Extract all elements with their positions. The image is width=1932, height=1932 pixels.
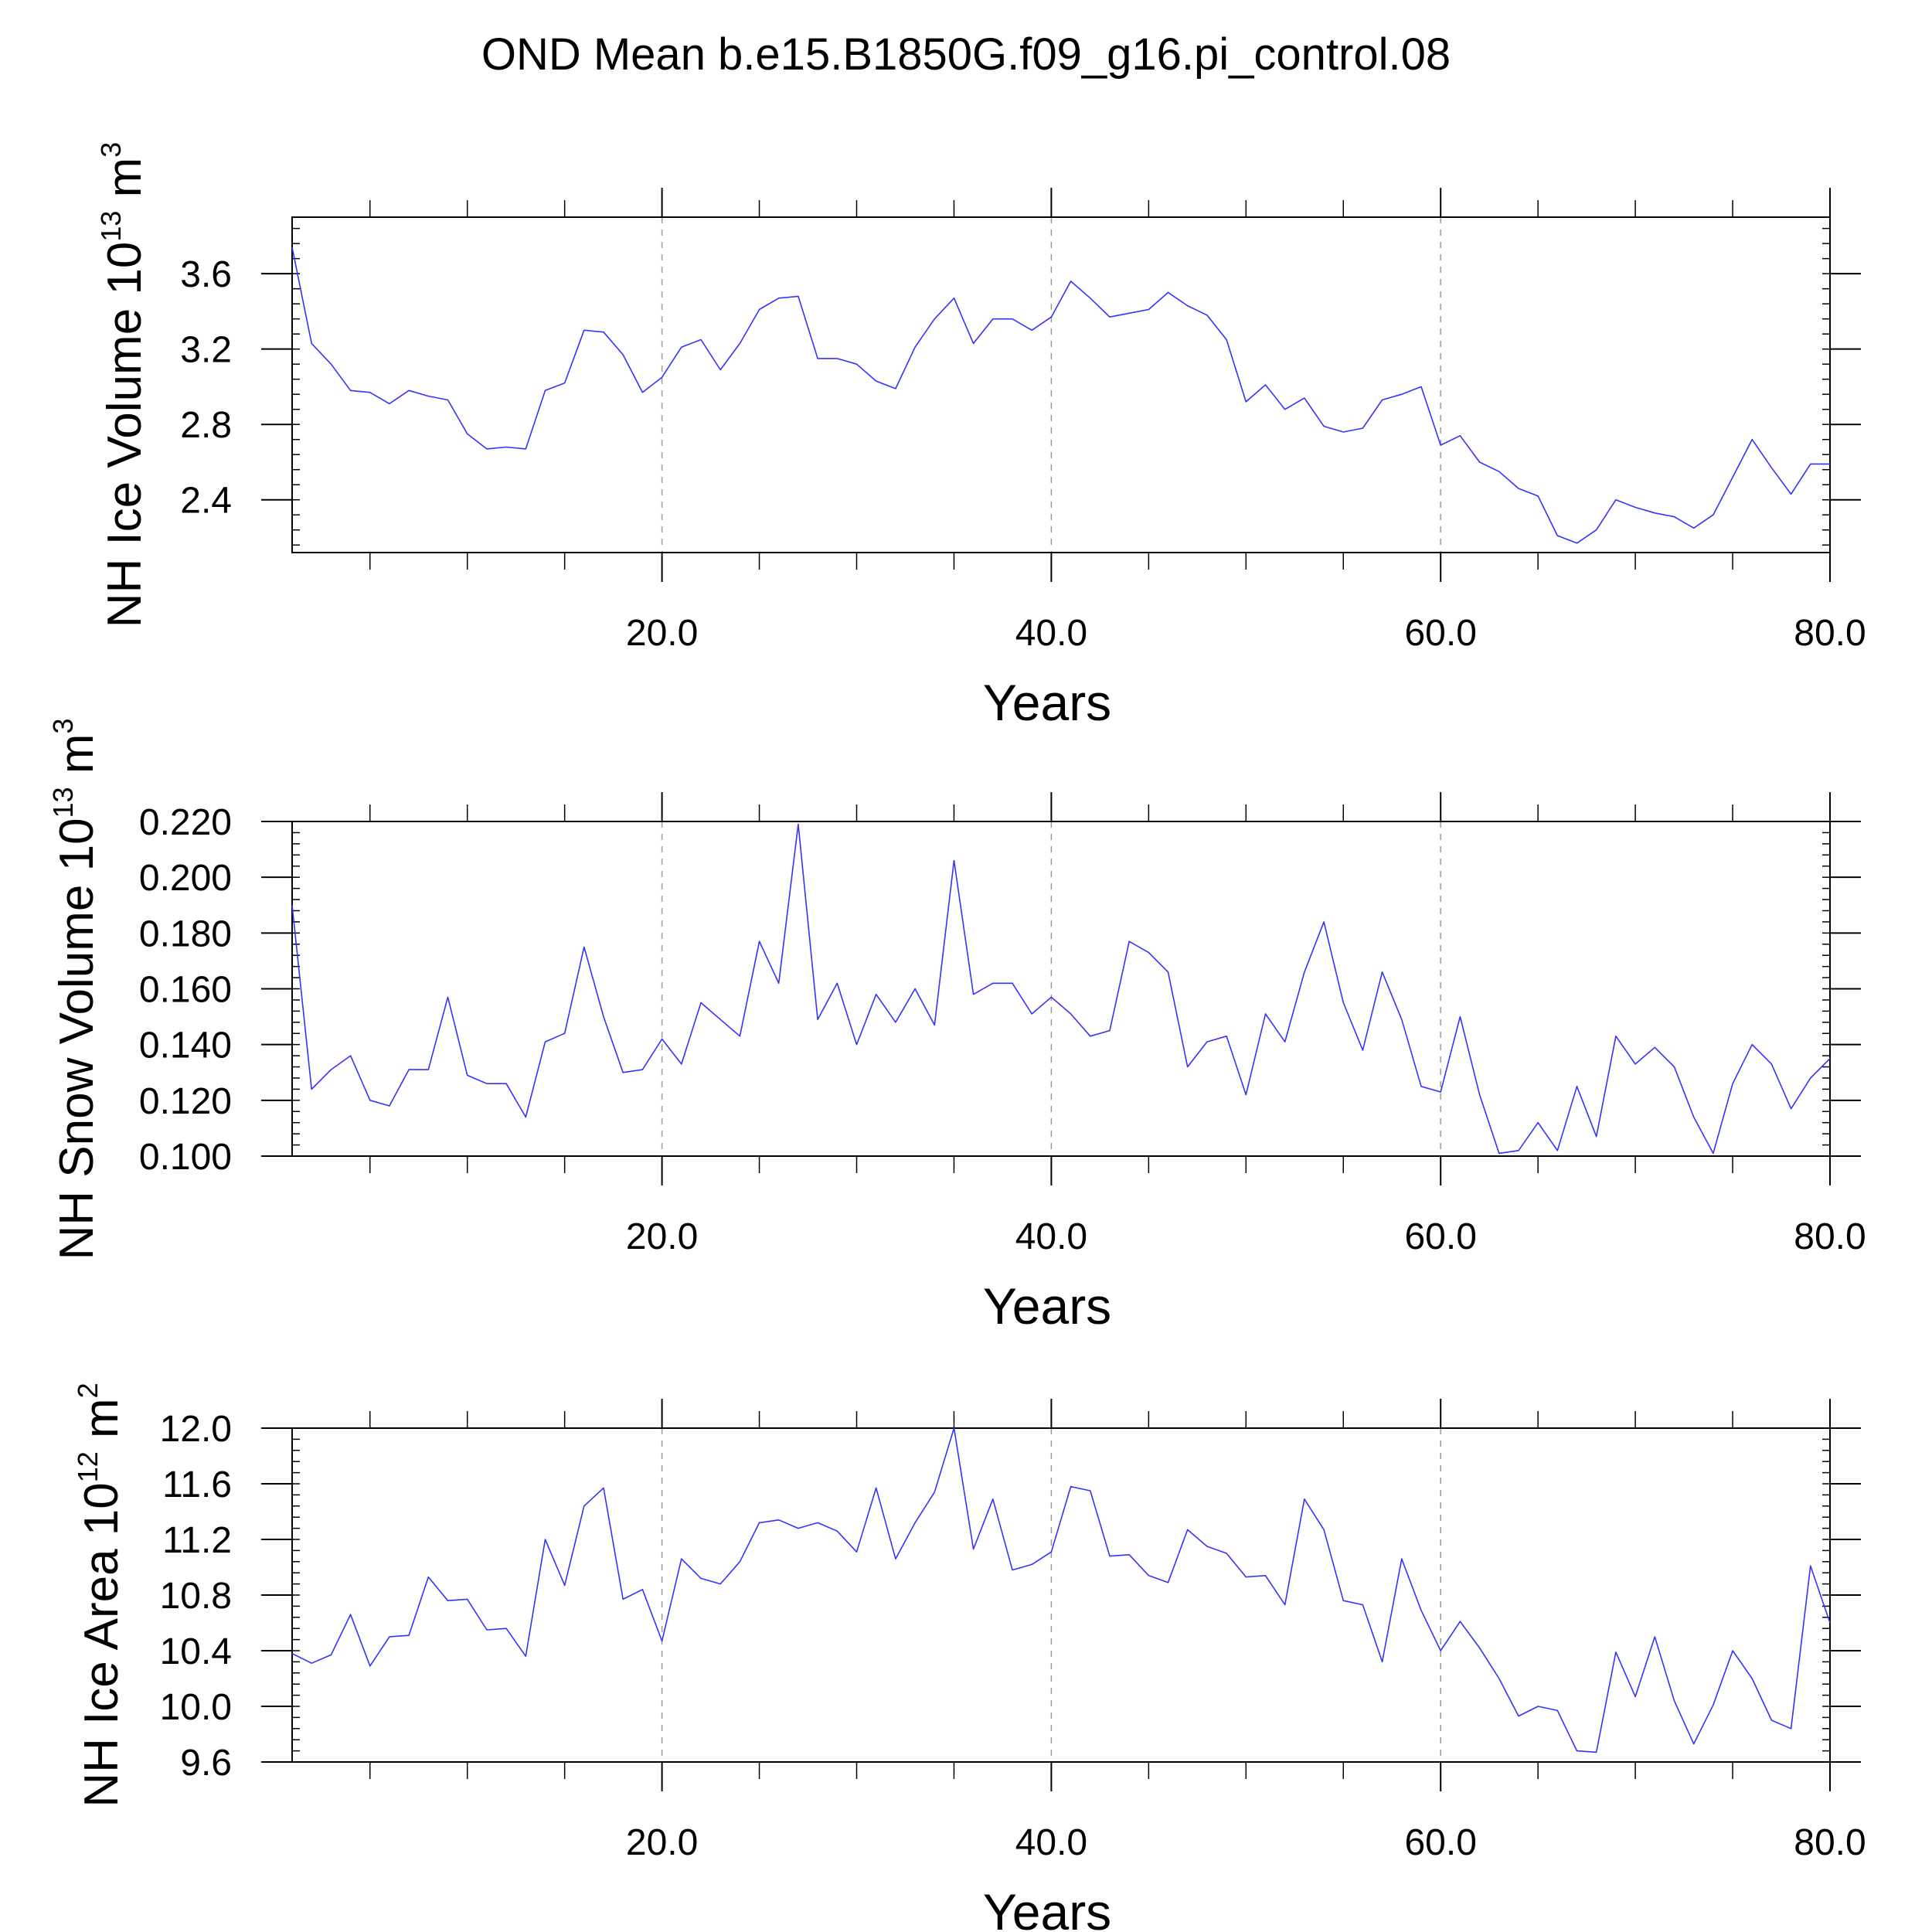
y-tick-label: 9.6 xyxy=(180,1743,232,1784)
x-tick-label: 40.0 xyxy=(1015,1822,1087,1863)
x-axis-label: Years xyxy=(983,674,1111,731)
x-tick-label: 20.0 xyxy=(626,1216,698,1257)
y-tick-label: 2.8 xyxy=(180,405,232,446)
x-tick-label: 40.0 xyxy=(1015,1216,1087,1257)
y-axis-label: NH Ice Volume 1013 m3 xyxy=(95,142,151,628)
y-tick-label: 2.4 xyxy=(180,481,232,522)
x-tick-label: 20.0 xyxy=(626,1822,698,1863)
y-tick-label: 0.140 xyxy=(139,1026,232,1066)
y-tick-label: 0.180 xyxy=(139,913,232,954)
x-tick-label: 80.0 xyxy=(1794,613,1866,654)
series-line xyxy=(291,1427,1831,1753)
y-tick-label: 12.0 xyxy=(160,1409,232,1450)
series-line xyxy=(291,247,1830,544)
y-tick-label: 3.6 xyxy=(180,254,232,295)
panel-3: 20.0 40.0 60.0 80.0 9.6 10.0 10.4 10.8 11.2 11.6 1… xyxy=(72,1383,1866,1932)
y-tick-label: 10.0 xyxy=(160,1687,232,1728)
y-tick-label: 0.220 xyxy=(139,802,232,843)
x-tick-label: 20.0 xyxy=(626,613,698,654)
y-tick-label: 0.160 xyxy=(139,970,232,1011)
x-tick-label: 40.0 xyxy=(1015,613,1087,654)
y-axis-label: NH Ice Area 1012 m2 xyxy=(72,1383,128,1807)
plot-frame xyxy=(291,1427,1831,1763)
y-tick-label: 0.100 xyxy=(139,1137,232,1178)
x-tick-label: 60.0 xyxy=(1404,1216,1476,1257)
y-tick-label: 11.2 xyxy=(162,1520,232,1561)
panel-2: 20.0 40.0 60.0 80.0 0.100 0.120 0.140 0.160 0.18… xyxy=(47,718,1866,1335)
y-tick-label: 0.120 xyxy=(139,1081,232,1122)
figure-title: OND Mean b.e15.B1850G.f09_g16.pi_control… xyxy=(481,29,1451,80)
x-tick-label: 60.0 xyxy=(1404,1822,1476,1863)
y-tick-label: 10.4 xyxy=(160,1631,232,1672)
plot-frame xyxy=(291,821,1831,1157)
y-tick-label: 11.6 xyxy=(162,1464,232,1505)
x-axis-label: Years xyxy=(983,1277,1111,1335)
x-tick-label: 60.0 xyxy=(1404,613,1476,654)
y-tick-label: 0.200 xyxy=(139,858,232,899)
x-tick-label: 80.0 xyxy=(1794,1216,1866,1257)
series-line xyxy=(291,823,1831,1155)
y-tick-label: 10.8 xyxy=(160,1576,232,1617)
plot-frame xyxy=(291,216,1831,553)
y-tick-label: 3.2 xyxy=(180,330,232,371)
x-axis-label: Years xyxy=(983,1883,1111,1932)
panel-1: 20.0 40.0 60.0 80.0 2.4 2.8 3.2 3.6 Years NH Ice … xyxy=(95,142,1866,731)
panels: 20.0 40.0 60.0 80.0 2.4 2.8 3.2 3.6 Years NH Ice … xyxy=(47,142,1866,1932)
x-tick-label: 80.0 xyxy=(1794,1822,1866,1863)
y-axis-label: NH Snow Volume 1013 m3 xyxy=(47,718,104,1260)
